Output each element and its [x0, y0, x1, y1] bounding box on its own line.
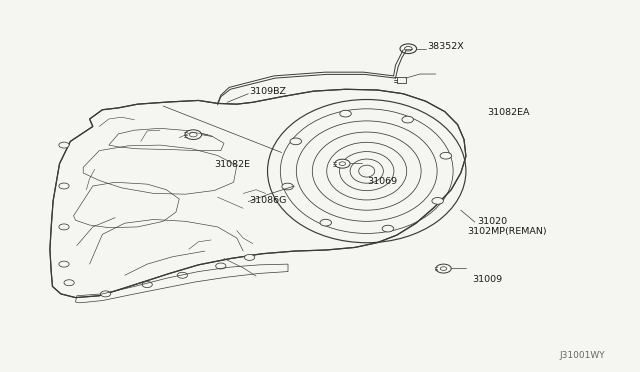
Circle shape [436, 264, 451, 273]
Circle shape [59, 261, 69, 267]
Circle shape [142, 282, 152, 288]
Circle shape [432, 198, 444, 204]
Circle shape [244, 254, 255, 260]
Text: 3102MP(REMAN): 3102MP(REMAN) [467, 227, 547, 236]
Circle shape [282, 183, 293, 190]
Circle shape [177, 272, 188, 278]
Circle shape [185, 130, 202, 140]
Circle shape [335, 159, 350, 168]
Text: 3109BZ: 3109BZ [250, 87, 287, 96]
Circle shape [340, 110, 351, 117]
Text: 31009: 31009 [472, 275, 502, 284]
Circle shape [382, 225, 394, 232]
Text: 38352X: 38352X [428, 42, 464, 51]
Circle shape [320, 219, 332, 226]
Text: J31001WY: J31001WY [559, 351, 605, 360]
Text: 31069: 31069 [367, 177, 397, 186]
Circle shape [64, 280, 74, 286]
Circle shape [402, 116, 413, 123]
Circle shape [440, 153, 452, 159]
Circle shape [59, 224, 69, 230]
Circle shape [59, 142, 69, 148]
Circle shape [216, 263, 226, 269]
Text: 31086G: 31086G [250, 196, 287, 205]
Text: 31082EA: 31082EA [488, 108, 530, 117]
Text: 31020: 31020 [477, 217, 507, 226]
Circle shape [100, 291, 111, 297]
Text: 31082E: 31082E [214, 160, 250, 169]
Circle shape [290, 138, 301, 145]
Circle shape [59, 183, 69, 189]
Circle shape [400, 44, 417, 54]
Polygon shape [50, 89, 466, 298]
